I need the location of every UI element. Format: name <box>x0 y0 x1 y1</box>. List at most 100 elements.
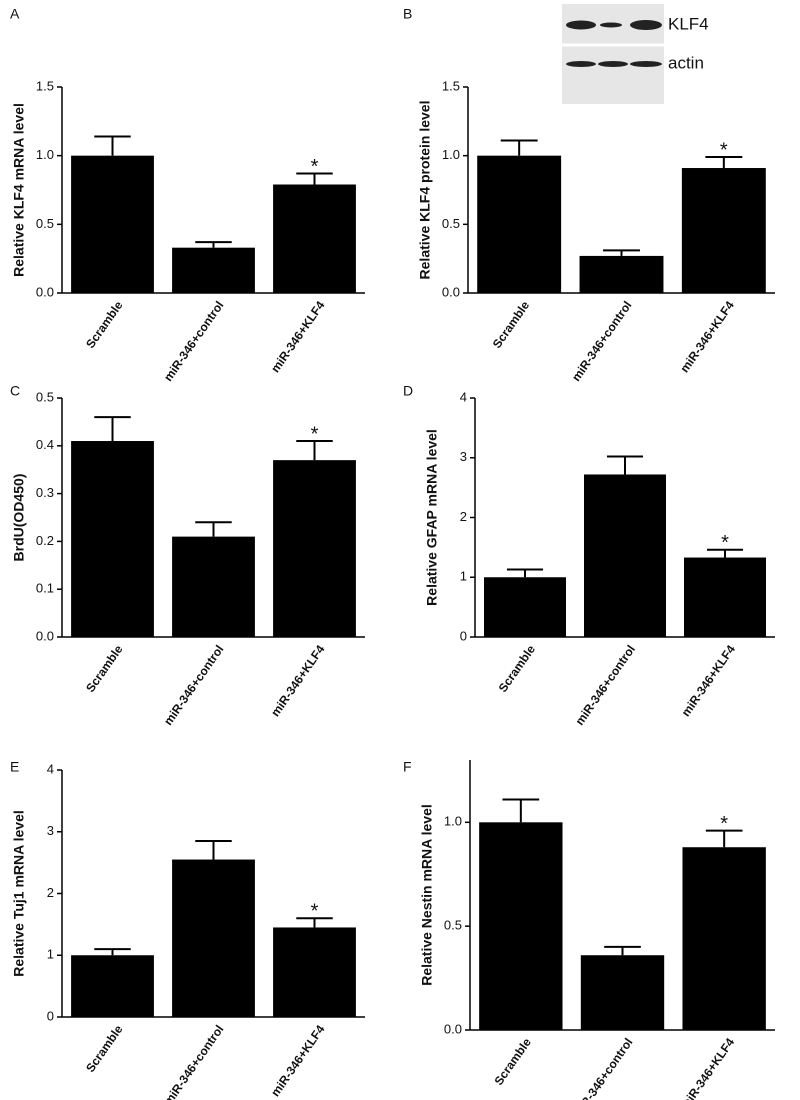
y-axis-label: Relative KLF4 mRNA level <box>11 103 27 277</box>
error-bar <box>603 249 640 256</box>
x-tick-label: miR-346+KLF4 <box>268 298 328 375</box>
bar <box>580 955 665 1030</box>
y-tick-label: 0.5 <box>444 918 462 933</box>
blot-label: actin <box>668 53 704 72</box>
y-tick-label: 1 <box>460 569 467 584</box>
bar <box>172 247 255 293</box>
error-bar <box>94 948 131 956</box>
y-tick-label: 0.0 <box>442 284 460 299</box>
x-tick-label: miR-346+control <box>572 643 638 728</box>
bar <box>584 474 666 637</box>
y-tick-label: 0.1 <box>36 581 54 596</box>
panel-letter: B <box>403 6 412 22</box>
blot-band <box>598 61 628 67</box>
bar <box>579 255 664 293</box>
significance-mark: * <box>720 813 728 835</box>
error-bar <box>296 172 333 185</box>
y-tick-label: 3 <box>47 823 54 838</box>
panel-letter: D <box>403 383 413 399</box>
error-bar <box>500 139 538 156</box>
blot-band <box>630 20 662 30</box>
y-tick-label: 4 <box>460 389 467 404</box>
error-bar <box>296 917 333 928</box>
error-bar <box>706 548 744 558</box>
x-tick-label: miR-346+control <box>570 1036 636 1100</box>
y-tick-label: 0.5 <box>36 216 54 231</box>
bar <box>684 557 766 637</box>
y-tick-label: 1.5 <box>442 78 460 93</box>
error-bar <box>705 829 743 848</box>
y-tick-label: 4 <box>47 761 54 776</box>
bar <box>477 155 562 293</box>
error-bar <box>502 798 540 823</box>
error-bar <box>506 568 544 578</box>
y-tick-label: 0.5 <box>442 216 460 231</box>
y-tick-label: 0.2 <box>36 533 54 548</box>
x-tick-label: Scramble <box>83 298 126 351</box>
bar <box>273 460 356 637</box>
y-axis-label: Relative Nestin mRNA level <box>419 804 435 986</box>
error-bar <box>94 416 131 442</box>
y-tick-label: 0.0 <box>36 628 54 643</box>
x-tick-label: miR-346+KLF4 <box>268 642 328 719</box>
x-tick-label: miR-346+KLF4 <box>677 298 737 375</box>
error-bar <box>705 156 743 169</box>
x-tick-label: miR-346+control <box>161 643 227 728</box>
error-bar <box>94 135 131 156</box>
error-bar <box>195 521 232 537</box>
panel-letter: F <box>403 759 412 775</box>
blot-band <box>566 61 596 67</box>
x-tick-label: miR-346+KLF4 <box>268 1022 328 1099</box>
y-tick-label: 0.0 <box>36 284 54 299</box>
blot-inset <box>562 4 664 104</box>
bar <box>71 955 154 1017</box>
y-tick-label: 1.0 <box>444 814 462 829</box>
y-tick-label: 1.0 <box>442 147 460 162</box>
significance-mark: * <box>720 139 728 161</box>
bar <box>172 536 255 637</box>
y-axis-label: Relative KLF4 protein level <box>417 101 433 280</box>
y-tick-label: 0.0 <box>444 1021 462 1036</box>
error-bar <box>195 840 232 860</box>
bar <box>71 441 154 637</box>
panel-letter: C <box>10 383 20 399</box>
x-tick-label: Scramble <box>496 642 539 695</box>
x-tick-label: Scramble <box>491 1035 534 1088</box>
y-tick-label: 0.5 <box>36 389 54 404</box>
error-bar <box>195 241 232 248</box>
bar <box>71 155 154 293</box>
y-tick-label: 1.5 <box>36 78 54 93</box>
error-bar <box>606 455 644 475</box>
significance-mark: * <box>311 156 319 178</box>
blot-band <box>600 22 622 28</box>
y-tick-label: 0.3 <box>36 485 54 500</box>
panel-letter: E <box>10 759 19 775</box>
y-axis-label: Relative GFAP mRNA level <box>424 429 440 606</box>
blot-label: KLF4 <box>668 14 709 33</box>
x-tick-label: miR-346+KLF4 <box>679 642 739 719</box>
y-tick-label: 0 <box>47 1008 54 1023</box>
blot-band <box>630 61 662 67</box>
significance-mark: * <box>311 900 319 922</box>
x-tick-label: miR-346+control <box>161 1023 227 1100</box>
bar <box>172 859 255 1017</box>
bar <box>682 847 766 1030</box>
x-tick-label: Scramble <box>490 298 533 351</box>
y-tick-label: 0 <box>460 628 467 643</box>
significance-mark: * <box>721 532 729 554</box>
y-tick-label: 2 <box>47 885 54 900</box>
y-axis-label: BrdU(OD450) <box>11 474 27 562</box>
bar <box>681 168 766 293</box>
blot-band <box>566 20 596 30</box>
x-tick-label: miR-346+KLF4 <box>678 1035 738 1100</box>
x-tick-label: Scramble <box>83 642 126 695</box>
x-tick-label: miR-346+control <box>161 299 227 384</box>
bar <box>273 184 356 293</box>
y-tick-label: 1.0 <box>36 147 54 162</box>
bar <box>484 577 566 637</box>
y-tick-label: 3 <box>460 449 467 464</box>
y-tick-label: 1 <box>47 947 54 962</box>
bar <box>479 822 563 1030</box>
